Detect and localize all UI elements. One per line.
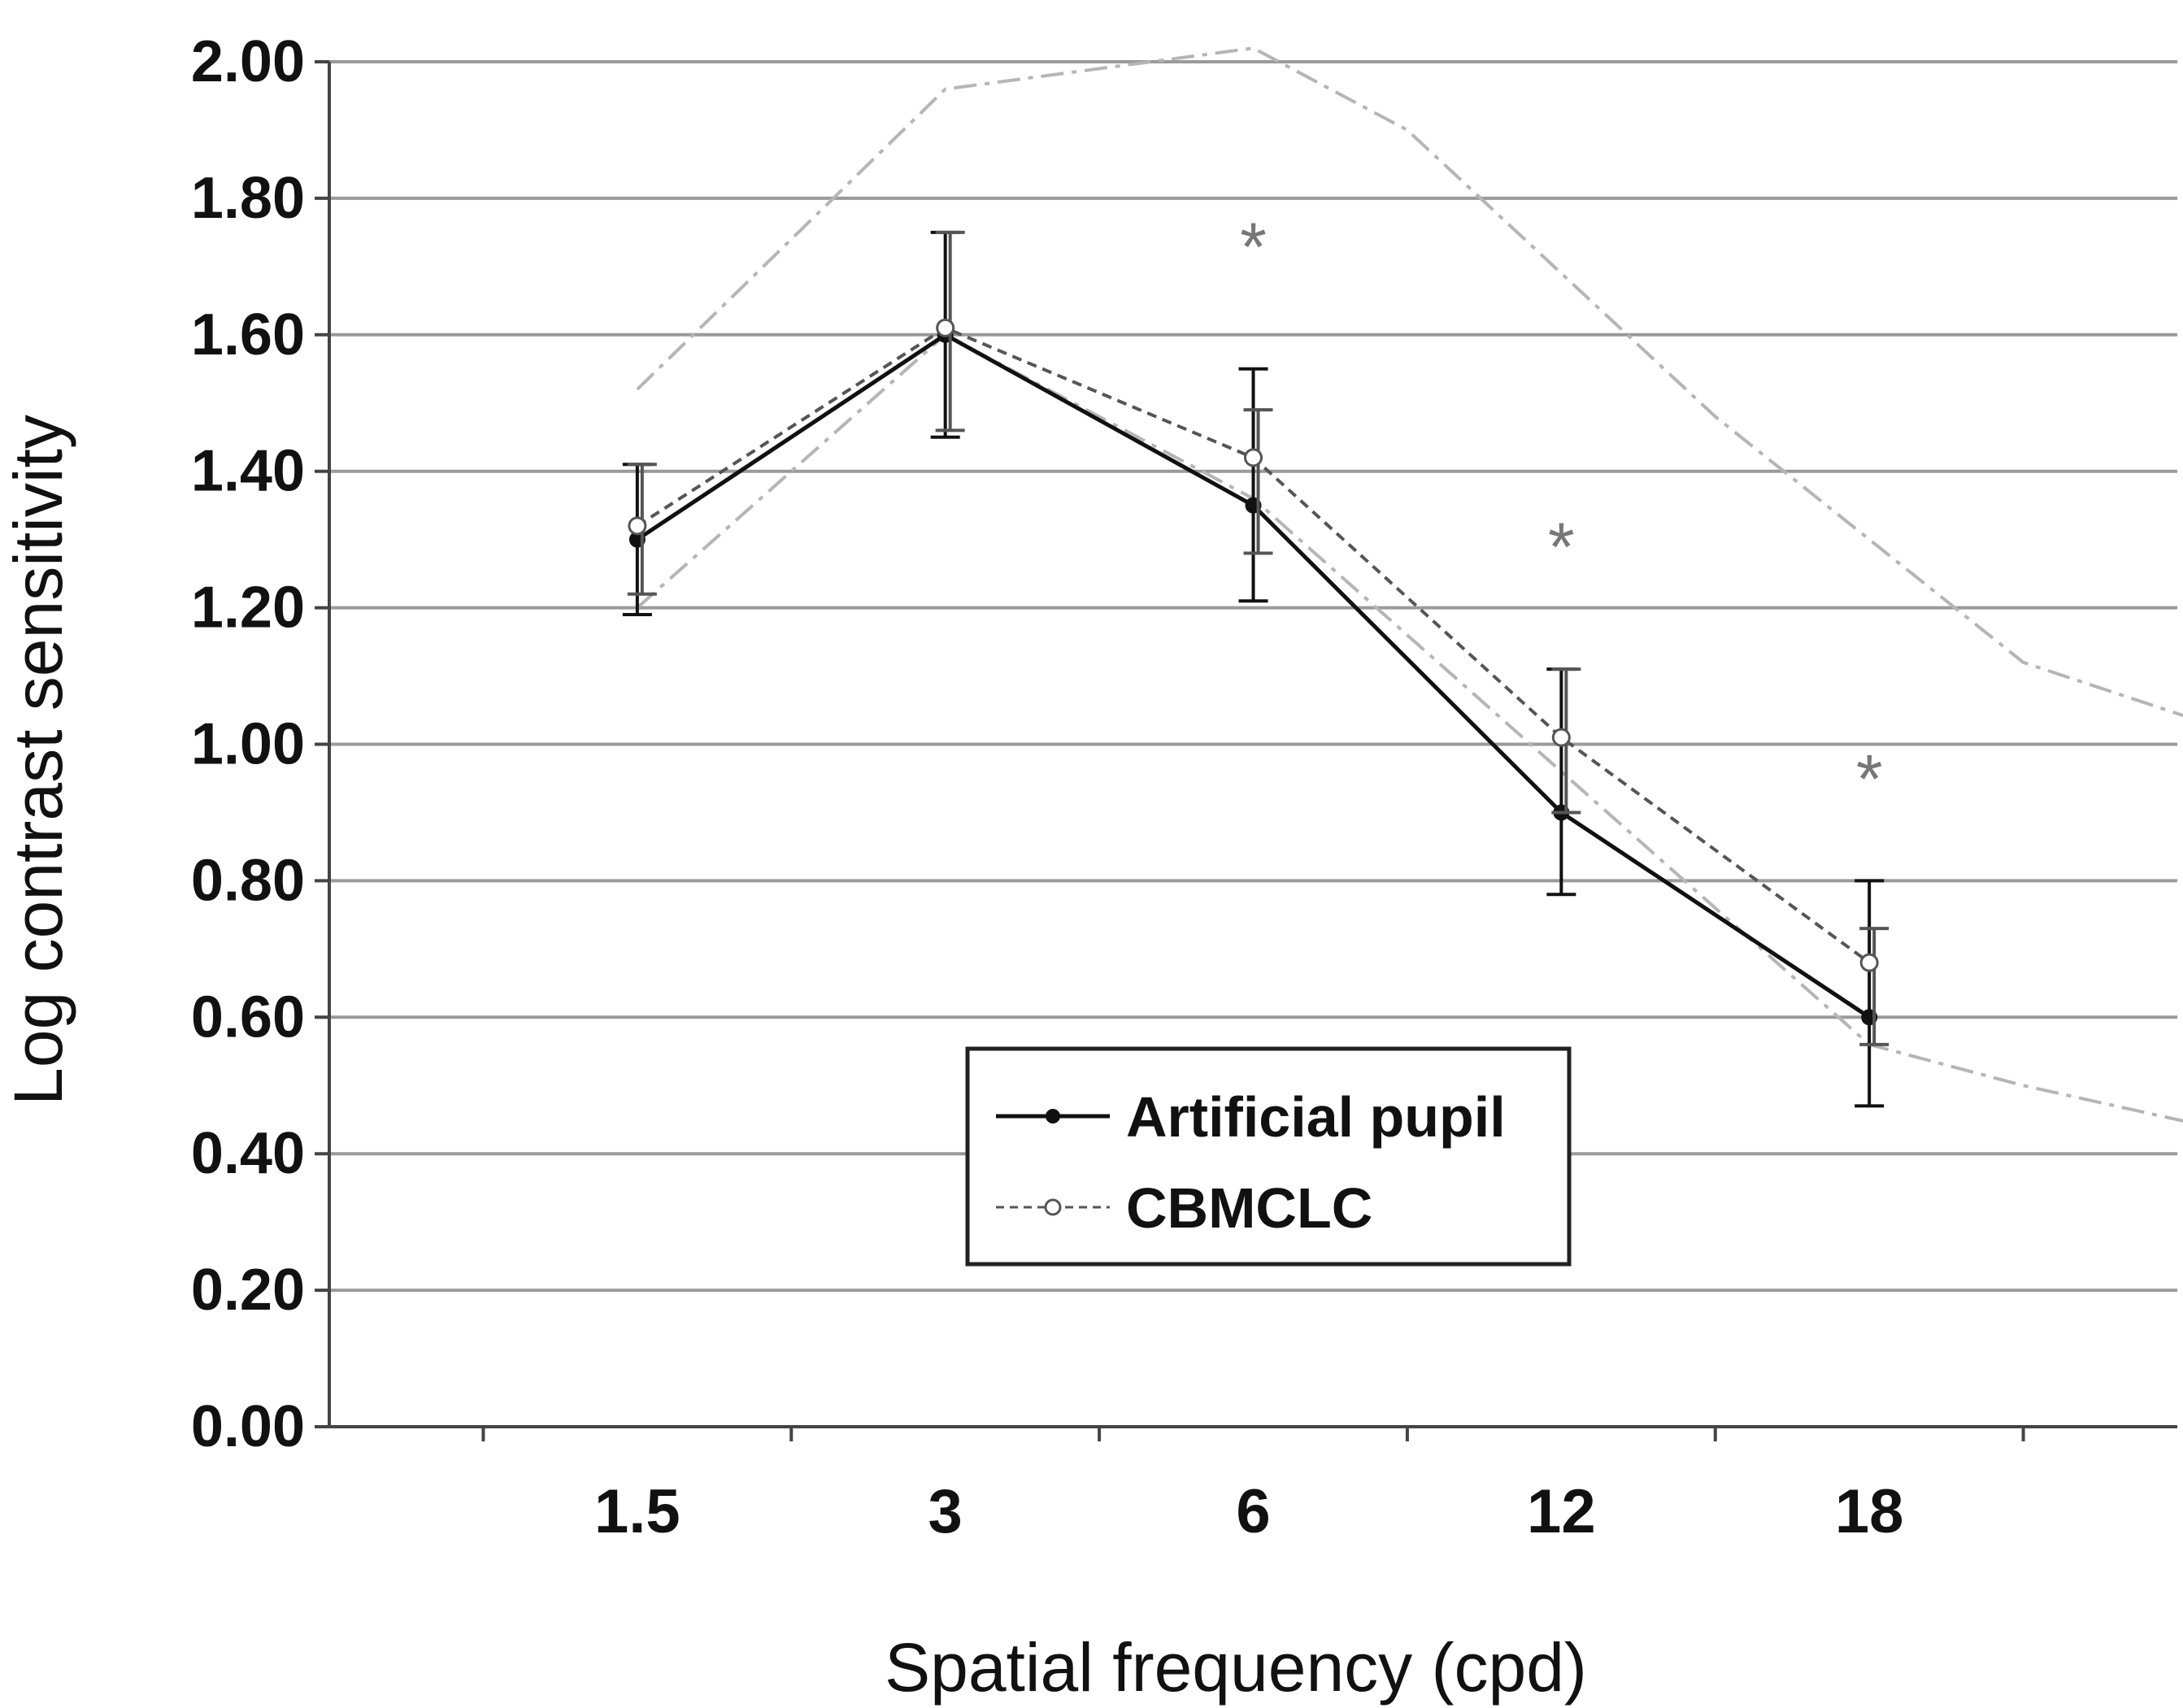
- legend-box: [965, 1046, 1572, 1267]
- x-tick-label-12: 12: [1527, 1477, 1596, 1546]
- annotations: * * *: [1240, 208, 1882, 817]
- significance-marker: *: [1240, 208, 1267, 285]
- axes: [315, 60, 2177, 1441]
- x-tick-label-18: 18: [1835, 1477, 1904, 1546]
- legend-label-cbmclc: CBMCLC: [1126, 1176, 1372, 1240]
- data-point: [936, 318, 955, 337]
- legend-label-artificial-pupil: Artificial pupil: [1126, 1085, 1506, 1149]
- y-tick-label: 0.60: [191, 984, 305, 1050]
- legend-marker-artificial-pupil: [1046, 1109, 1060, 1123]
- y-axis-title: Log contrast sensitivity: [0, 415, 76, 1106]
- x-tick-label-3: 3: [928, 1477, 963, 1546]
- y-tick-label: 1.00: [191, 712, 305, 777]
- x-axis-title: Spatial frequency (cpd): [885, 1629, 1587, 1706]
- data-series: [622, 230, 1889, 1108]
- y-tick-label: 0.80: [191, 848, 305, 913]
- significance-marker: *: [1856, 741, 1883, 817]
- data-point: [1859, 953, 1879, 972]
- reference-curve-upper-norm: [636, 46, 2183, 718]
- data-point: [1244, 448, 1263, 467]
- y-tick-label: 1.40: [191, 439, 305, 504]
- y-tick-label: 1.80: [191, 166, 305, 231]
- tick-labels: 0.00 0.20 0.40 0.60 0.80 1.00 1.20 1.40 1.60 1.80…: [191, 29, 1904, 1546]
- y-tick-label: 0.20: [191, 1258, 305, 1323]
- y-tick-label: 0.00: [191, 1394, 305, 1459]
- legend-marker-cbmclc: [1044, 1198, 1062, 1216]
- series-cbmclc: [627, 230, 1889, 1046]
- significance-marker: *: [1548, 509, 1575, 585]
- y-tick-label: 1.20: [191, 576, 305, 641]
- y-tick-label: 2.00: [191, 29, 305, 94]
- y-tick-label: 1.60: [191, 302, 305, 367]
- legend: Artificial pupil CBMCLC: [965, 1046, 1572, 1267]
- x-tick-label-1.5: 1.5: [594, 1477, 681, 1546]
- series-artificial-pupil: [622, 230, 1885, 1108]
- y-tick-label: 0.40: [191, 1121, 305, 1186]
- data-point: [628, 516, 647, 536]
- x-tick-label-6: 6: [1236, 1477, 1270, 1546]
- data-point: [1551, 728, 1571, 747]
